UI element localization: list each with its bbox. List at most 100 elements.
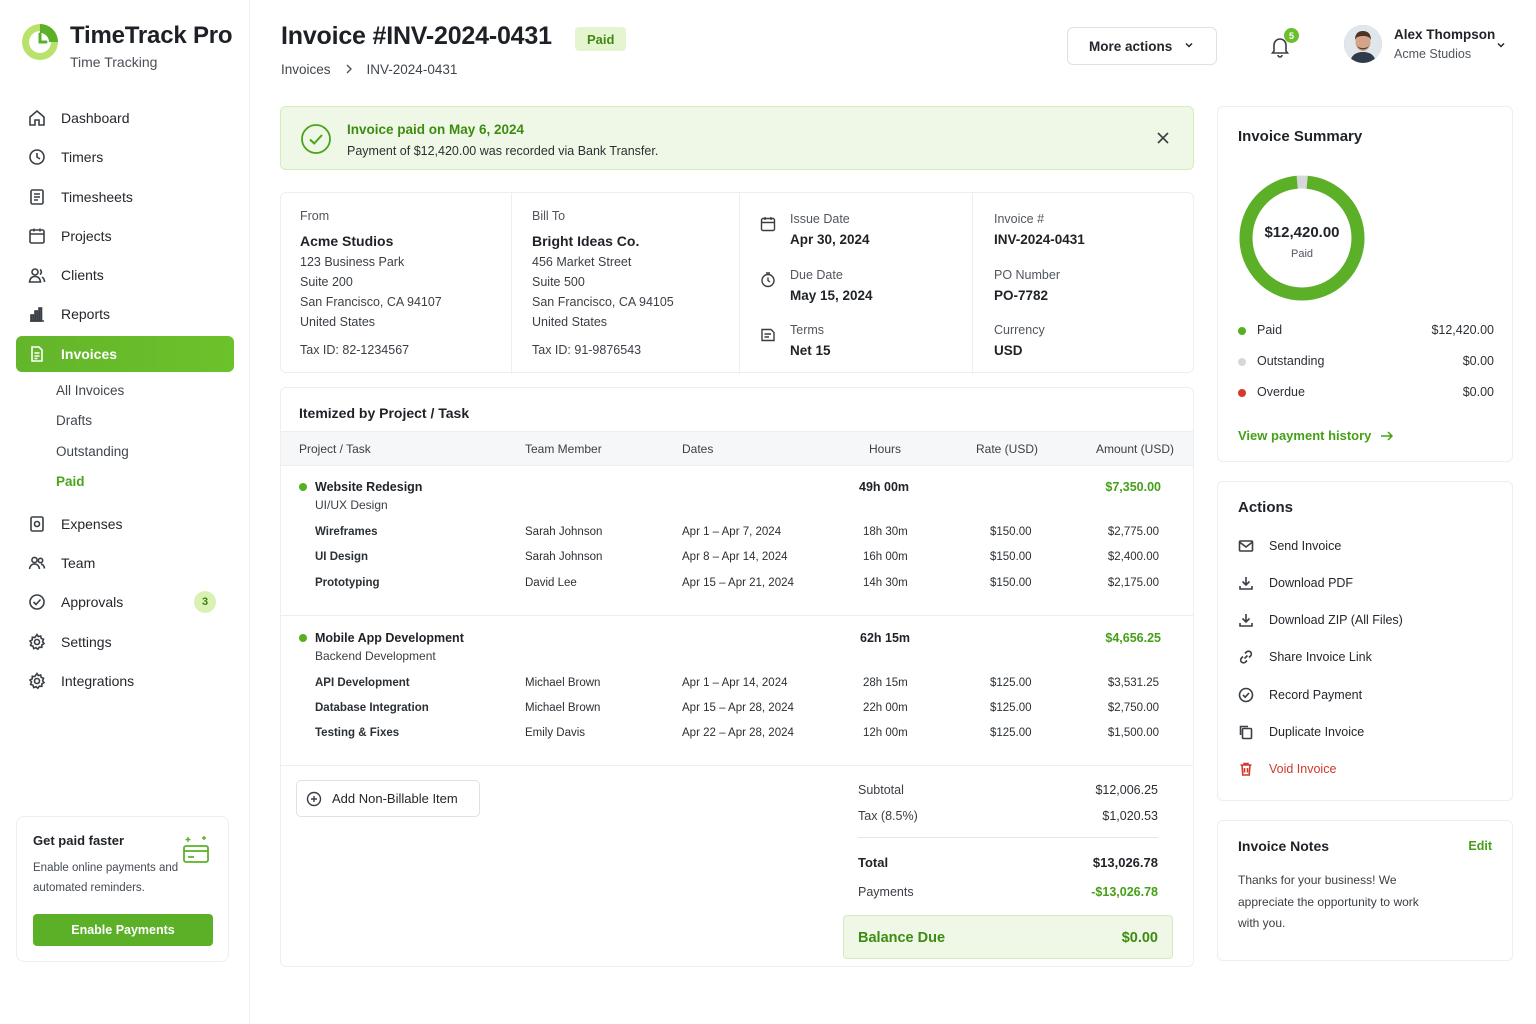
send-invoice-action[interactable]: Send Invoice xyxy=(1238,534,1494,558)
legend-value: $12,420.00 xyxy=(1431,323,1494,337)
donut-label: Paid xyxy=(1290,248,1314,260)
calendar-icon xyxy=(29,228,45,244)
notes-title: Invoice Notes xyxy=(1238,838,1330,854)
nav-reports[interactable]: Reports xyxy=(16,296,234,332)
legend-label: Overdue xyxy=(1257,385,1305,399)
task-amount: $2,400.00 xyxy=(1107,551,1159,563)
terms-icon xyxy=(761,328,775,342)
invoice-notes-card: Invoice Notes Edit Thanks for your busin… xyxy=(1217,820,1513,961)
team-icon xyxy=(28,556,46,570)
check-circle-icon xyxy=(29,594,45,611)
task-dates: Apr 8 – Apr 14, 2024 xyxy=(682,551,788,563)
po-number-value: PO-7782 xyxy=(994,288,1049,303)
close-icon[interactable] xyxy=(1155,130,1171,146)
nav-label: Settings xyxy=(61,633,112,650)
breadcrumb: Invoices INV-2024-0431 xyxy=(281,62,457,77)
nav-invoices[interactable]: Invoices xyxy=(16,335,234,372)
from-section: From Acme Studios 123 Business Park Suit… xyxy=(281,193,511,374)
action-label: Duplicate Invoice xyxy=(1269,725,1365,739)
history-link-label: View payment history xyxy=(1238,428,1372,443)
nav-integrations[interactable]: Integrations xyxy=(16,663,234,699)
nav-expenses[interactable]: Expenses xyxy=(16,506,234,542)
task-amount: $2,775.00 xyxy=(1107,526,1159,538)
task-hours: 22h 00m xyxy=(863,702,908,714)
nav-label: Dashboard xyxy=(61,110,130,126)
subnav-all-invoices[interactable]: All Invoices xyxy=(56,382,125,398)
from-address: 123 Business Park Suite 200 San Francisc… xyxy=(300,252,442,332)
more-actions-button[interactable]: More actions xyxy=(1067,27,1217,65)
add-non-billable-item-button[interactable]: Add Non-Billable Item xyxy=(296,780,480,817)
brand-subtitle: Time Tracking xyxy=(70,54,158,70)
tax-label: Tax (8.5%) xyxy=(858,809,918,823)
address-line: 123 Business Park xyxy=(300,255,405,269)
invoice-number-value: INV-2024-0431 xyxy=(994,232,1085,247)
nav-timers[interactable]: Timers xyxy=(16,139,234,175)
enable-payments-button[interactable]: Enable Payments xyxy=(33,914,213,946)
project-status-dot xyxy=(299,483,307,491)
subtotal-value: $12,006.25 xyxy=(1095,783,1158,797)
nav-team[interactable]: Team xyxy=(16,545,234,581)
invoices-subnav: All Invoices Drafts Outstanding Paid xyxy=(56,376,234,498)
approvals-badge: 3 xyxy=(194,591,216,614)
nav-approvals[interactable]: Approvals 3 xyxy=(16,584,234,620)
void-invoice-action[interactable]: Void Invoice xyxy=(1238,757,1494,781)
action-label: Download ZIP (All Files) xyxy=(1269,613,1403,627)
task-hours: 18h 30m xyxy=(863,526,908,538)
actions-title: Actions xyxy=(1238,499,1294,516)
brand-name: TimeTrack Pro xyxy=(70,22,233,49)
promo-title: Get paid faster xyxy=(33,833,125,848)
project-name: Mobile App Development xyxy=(315,631,464,645)
trash-icon xyxy=(1240,762,1252,776)
group-divider xyxy=(281,615,1193,616)
duplicate-icon xyxy=(1239,725,1253,740)
address-line: Suite 200 xyxy=(300,275,353,289)
download-pdf-action[interactable]: Download PDF xyxy=(1238,571,1494,595)
bill-to-name: Bright Ideas Co. xyxy=(532,233,640,249)
task-name: UI Design xyxy=(315,551,369,563)
balance-due-label: Balance Due xyxy=(858,930,946,946)
from-name: Acme Studios xyxy=(300,233,394,249)
nav-projects[interactable]: Projects xyxy=(16,218,234,254)
clock-icon xyxy=(761,272,775,288)
project-hours: 49h 00m xyxy=(859,480,910,494)
clients-icon xyxy=(28,268,46,283)
nav-settings[interactable]: Settings xyxy=(16,624,234,660)
project-amount: $7,350.00 xyxy=(1105,480,1161,494)
paid-alert: Invoice paid on May 6, 2024 Payment of $… xyxy=(280,106,1194,170)
column-header: Dates xyxy=(682,442,714,456)
view-payment-history-link[interactable]: View payment history xyxy=(1238,428,1394,443)
share-invoice-link-action[interactable]: Share Invoice Link xyxy=(1238,645,1494,669)
brand[interactable]: TimeTrack Pro Time Tracking xyxy=(20,20,233,70)
nav-clients[interactable]: Clients xyxy=(16,257,234,293)
integrations-icon xyxy=(28,672,46,690)
due-date-value: May 15, 2024 xyxy=(790,288,873,303)
bell-icon[interactable] xyxy=(1268,34,1292,58)
clock-icon xyxy=(29,149,45,166)
nav-label: Approvals xyxy=(61,594,124,611)
subnav-drafts[interactable]: Drafts xyxy=(56,413,93,429)
task-amount: $2,175.00 xyxy=(1107,577,1159,589)
paid-dot xyxy=(1238,327,1246,335)
download-zip-action[interactable]: Download ZIP (All Files) xyxy=(1238,608,1494,632)
bill-to-tax-id: Tax ID: 91-9876543 xyxy=(532,343,642,357)
group-divider xyxy=(281,765,1193,766)
nav-label: Expenses xyxy=(61,515,123,532)
subnav-outstanding[interactable]: Outstanding xyxy=(56,443,129,459)
home-icon xyxy=(29,109,45,126)
nav-dashboard[interactable]: Dashboard xyxy=(16,100,234,136)
credit-card-icon xyxy=(183,836,209,863)
task-dates: Apr 1 – Apr 7, 2024 xyxy=(682,526,782,538)
user-menu[interactable]: Alex Thompson Acme Studios xyxy=(1344,25,1505,63)
nav-timesheets[interactable]: Timesheets xyxy=(16,179,234,215)
breadcrumb-invoices[interactable]: Invoices xyxy=(281,62,331,77)
action-label: Void Invoice xyxy=(1269,762,1337,776)
column-header: Team Member xyxy=(525,442,602,456)
duplicate-invoice-action[interactable]: Duplicate Invoice xyxy=(1238,720,1494,744)
receipt-icon xyxy=(30,515,44,532)
subnav-paid[interactable]: Paid xyxy=(56,474,85,490)
record-payment-action[interactable]: Record Payment xyxy=(1238,683,1494,707)
edit-notes-button[interactable]: Edit xyxy=(1468,839,1492,853)
po-number-label: PO Number xyxy=(994,268,1060,282)
legend-label: Outstanding xyxy=(1257,354,1325,368)
task-name: API Development xyxy=(315,677,410,689)
